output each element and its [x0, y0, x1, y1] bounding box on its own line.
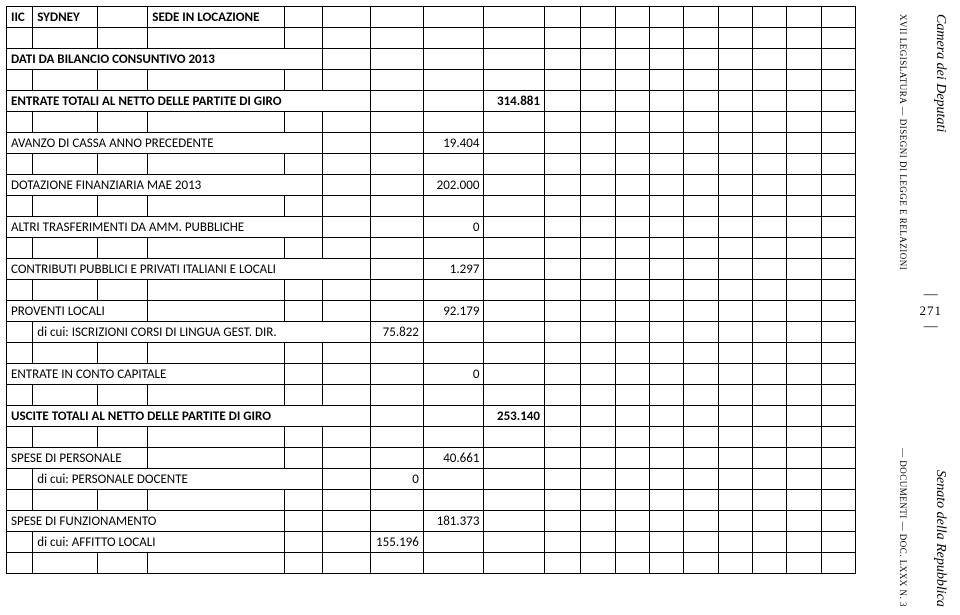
table-row: ENTRATE TOTALI AL NETTO DELLE PARTITE DI… [7, 91, 856, 112]
cell-dotazione: DOTAZIONE FINANZIARIA MAE 2013 [7, 175, 323, 196]
dash-bottom: — [920, 319, 943, 335]
table-row [7, 196, 856, 217]
table-row: CONTRIBUTI PUBBLICI E PRIVATI ITALIANI E… [7, 259, 856, 280]
cell-spese-pers-val: 40.661 [423, 448, 484, 469]
cell-dotazione-val: 202.000 [423, 175, 484, 196]
table-row [7, 280, 856, 301]
cell-altri-val: 0 [423, 217, 484, 238]
margin-legis: XVII LEGISLATURA — DISEGNI DI LEGGE E RE… [898, 14, 908, 270]
table-row: di cui: ISCRIZIONI CORSI DI LINGUA GEST.… [7, 322, 856, 343]
cell-uscite: USCITE TOTALI AL NETTO DELLE PARTITE DI … [7, 406, 371, 427]
cell-proventi-val: 92.179 [423, 301, 484, 322]
cell-spese-pers: SPESE DI PERSONALE [7, 448, 148, 469]
table-row: PROVENTI LOCALI 92.179 [7, 301, 856, 322]
cell-contributi-val: 1.297 [423, 259, 484, 280]
cell-affitto-val: 155.196 [371, 532, 423, 553]
budget-table: IIC SYDNEY SEDE IN LOCAZIONE DATI DA BIL… [6, 6, 856, 574]
cell-contributi: CONTRIBUTI PUBBLICI E PRIVATI ITALIANI E… [7, 259, 371, 280]
margin-senato: Senato della Repubblica [932, 470, 948, 607]
cell-iscrizioni-val: 75.822 [371, 322, 423, 343]
cell-entrate-conto: ENTRATE IN CONTO CAPITALE [7, 364, 285, 385]
table-row: SPESE DI FUNZIONAMENTO 181.373 [7, 511, 856, 532]
cell-sydney: SYDNEY [33, 7, 98, 28]
table-row [7, 490, 856, 511]
cell-iic: IIC [7, 7, 33, 28]
cell-spese-funz: SPESE DI FUNZIONAMENTO [7, 511, 285, 532]
table-row [7, 553, 856, 574]
table-row [7, 427, 856, 448]
dash-top: — [920, 287, 943, 303]
table-row: USCITE TOTALI AL NETTO DELLE PARTITE DI … [7, 406, 856, 427]
cell-altri: ALTRI TRASFERIMENTI DA AMM. PUBBLICHE [7, 217, 323, 238]
table-row [7, 28, 856, 49]
page-number: 271 [920, 303, 943, 319]
table-row [7, 238, 856, 259]
table-row: AVANZO DI CASSA ANNO PRECEDENTE 19.404 [7, 133, 856, 154]
cell-uscite-val: 253.140 [484, 406, 545, 427]
table-row [7, 70, 856, 91]
margin-camera: Camera dei Deputati [932, 14, 948, 132]
table-row [7, 154, 856, 175]
cell-dati: DATI DA BILANCIO CONSUNTIVO 2013 [7, 49, 323, 70]
cell-spese-funz-val: 181.373 [423, 511, 484, 532]
table-row: SPESE DI PERSONALE 40.661 [7, 448, 856, 469]
cell-avanzo-val: 19.404 [423, 133, 484, 154]
table-row [7, 112, 856, 133]
table-row [7, 343, 856, 364]
table-row: di cui: AFFITTO LOCALI 155.196 [7, 532, 856, 553]
table-row: DATI DA BILANCIO CONSUNTIVO 2013 [7, 49, 856, 70]
cell-proventi: PROVENTI LOCALI [7, 301, 148, 322]
cell-sede: SEDE IN LOCAZIONE [148, 7, 284, 28]
table-row [7, 385, 856, 406]
cell-iscrizioni: di cui: ISCRIZIONI CORSI DI LINGUA GEST.… [33, 322, 371, 343]
margin-legis2: — DOCUMENTI — DOC. LXXX N. 3 [898, 448, 908, 607]
page-margin: Camera dei Deputati Senato della Repubbl… [864, 6, 954, 615]
cell-avanzo: AVANZO DI CASSA ANNO PRECEDENTE [7, 133, 323, 154]
cell-affitto: di cui: AFFITTO LOCALI [33, 532, 284, 553]
cell-entrate-conto-val: 0 [423, 364, 484, 385]
cell-entrate-tot-val: 314.881 [484, 91, 545, 112]
table-row: ENTRATE IN CONTO CAPITALE 0 [7, 364, 856, 385]
page-number-box: — 271 — [920, 287, 943, 335]
table-row: ALTRI TRASFERIMENTI DA AMM. PUBBLICHE 0 [7, 217, 856, 238]
cell-entrate-tot: ENTRATE TOTALI AL NETTO DELLE PARTITE DI… [7, 91, 371, 112]
cell-docente-val: 0 [371, 469, 423, 490]
table-row: di cui: PERSONALE DOCENTE 0 [7, 469, 856, 490]
cell-docente: di cui: PERSONALE DOCENTE [33, 469, 323, 490]
table-row: IIC SYDNEY SEDE IN LOCAZIONE [7, 7, 856, 28]
table-row: DOTAZIONE FINANZIARIA MAE 2013 202.000 [7, 175, 856, 196]
